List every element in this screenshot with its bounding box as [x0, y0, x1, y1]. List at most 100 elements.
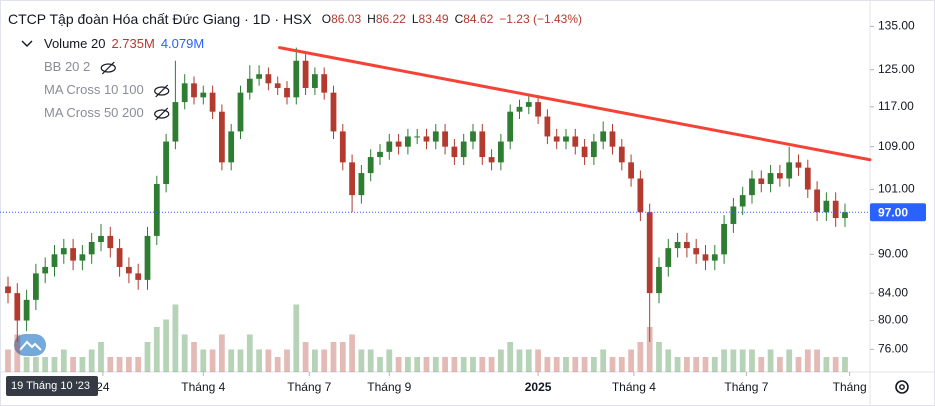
ohlc-key: O [322, 12, 331, 26]
candle-body [321, 74, 328, 93]
candle-body [451, 146, 458, 158]
volume-bar [684, 357, 690, 372]
hidden-eye-slash[interactable] [155, 84, 169, 98]
gear-hub[interactable] [899, 384, 905, 390]
volume-bar [23, 357, 30, 372]
volume-bar [367, 349, 374, 372]
volume-bar [795, 357, 802, 372]
volume-bar [553, 357, 560, 372]
ohlc-key: H [367, 12, 376, 26]
ohlc-value: 86.22 [376, 12, 406, 26]
candle-body [98, 235, 104, 242]
volume-bar [191, 342, 197, 372]
candle-body [79, 254, 86, 261]
candle-body [600, 131, 607, 142]
candle-body [126, 266, 132, 274]
volume-bar [544, 357, 551, 372]
volume-bar [79, 357, 86, 372]
candle-body [618, 146, 625, 163]
candle-body [367, 157, 374, 174]
x-tick-label: Tháng 4 [612, 380, 656, 394]
collapse-toggle[interactable] [21, 40, 33, 47]
candle-body [591, 141, 597, 158]
candle-body [51, 254, 58, 267]
hidden-eye[interactable] [154, 109, 170, 119]
candle-body [581, 146, 588, 158]
candle-body [200, 92, 207, 98]
x-tick-label: Tháng 4 [181, 380, 225, 394]
volume-bar [302, 342, 309, 372]
candle-body [330, 92, 337, 132]
candle-body [470, 131, 476, 142]
candle-body [219, 111, 225, 163]
candle-body [777, 173, 783, 179]
indicator-name: Volume 20 [44, 36, 105, 51]
volume-bar [832, 357, 839, 372]
indicator-value: 2.735M [111, 36, 154, 51]
volume-bar [330, 342, 337, 372]
gear-ring[interactable] [895, 380, 909, 394]
volume-bar [395, 357, 402, 372]
volume-bar [144, 342, 151, 372]
candle-body [544, 116, 551, 137]
y-tick-label: 117.00 [878, 99, 914, 113]
candle-body [33, 273, 39, 300]
candle-body [795, 162, 802, 168]
candle-body [181, 83, 188, 103]
x-tick-label: Tháng [833, 380, 867, 394]
volume-bar [451, 357, 458, 372]
volume-bar [479, 357, 486, 372]
hidden-eye[interactable] [154, 86, 170, 96]
volume-bar [470, 357, 476, 372]
candle-body [572, 136, 579, 147]
candle-body [312, 74, 318, 88]
volume-bar [14, 334, 21, 372]
candle-body [88, 241, 95, 255]
y-tick-label: 109.00 [878, 139, 915, 153]
candle-body [721, 223, 727, 255]
volume-bar [591, 357, 597, 372]
candle-body [479, 131, 486, 158]
volume-bar [842, 357, 848, 372]
candle-body [758, 178, 765, 184]
indicator-name: MA Cross 10 100 [44, 82, 144, 97]
crosshair-label: 19 Tháng 10 '23 [11, 380, 90, 392]
volume-bar [507, 342, 514, 372]
hidden-eye-slash[interactable] [101, 61, 115, 75]
candle-body [172, 102, 179, 142]
candle-body [637, 178, 644, 213]
volume-bar [51, 357, 58, 372]
candle-body [498, 141, 504, 163]
volume-bar [721, 349, 727, 372]
ohlc-value: 84.62 [463, 12, 493, 26]
trendline [278, 46, 872, 162]
volume-bar [498, 349, 504, 372]
volume-bar [256, 349, 262, 372]
candle-body [358, 173, 365, 196]
volume-bar [563, 357, 569, 372]
candle-body [432, 131, 439, 142]
volume-bar [386, 349, 393, 372]
hidden-eye[interactable] [100, 63, 116, 73]
volume-bar [656, 342, 662, 372]
hidden-eye-slash[interactable] [155, 107, 169, 121]
candle-body [525, 102, 532, 107]
candle-body [14, 293, 21, 321]
candle-body [265, 74, 272, 84]
settings-icon[interactable] [895, 380, 909, 394]
volume-bar [525, 349, 532, 372]
volume-bar [153, 327, 160, 372]
candle-body [209, 92, 216, 112]
volume-bar [135, 357, 142, 372]
candle-body [70, 248, 76, 261]
volume-bar [823, 357, 830, 372]
volume-bar [181, 334, 188, 372]
candle-body [702, 254, 709, 261]
y-tick-label: 125.00 [878, 62, 915, 76]
candle-body [23, 299, 30, 321]
candle-body [739, 195, 746, 207]
y-tick-label: 101.00 [878, 182, 915, 196]
volume-bar [646, 327, 653, 372]
volume-bar [628, 349, 634, 372]
